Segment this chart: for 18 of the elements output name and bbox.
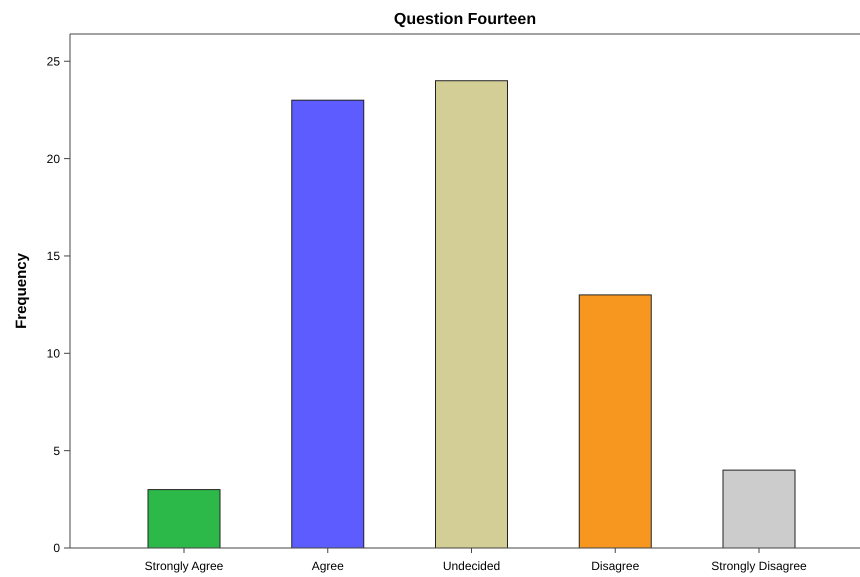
y-tick-label: 25 [46,54,60,68]
x-tick-label: Strongly Disagree [711,559,808,573]
y-tick-label: 10 [46,346,60,361]
bar [435,80,508,548]
y-tick-label: 0 [53,541,60,556]
bar [578,294,652,548]
bar [291,100,364,548]
x-tick-label: Agree [312,559,344,573]
x-tick-label: Undecided [442,559,500,573]
x-tick-label: Strongly Agree [144,559,224,573]
bar [722,470,796,548]
y-tick-label: 15 [46,249,60,264]
y-axis-title: Frequency [13,252,30,329]
chart-title: Question Fourteen [394,11,536,28]
x-tick-label: Disagree [591,559,640,573]
y-tick-label: 5 [53,444,60,458]
bar [148,489,220,548]
y-tick-label: 20 [46,152,60,166]
